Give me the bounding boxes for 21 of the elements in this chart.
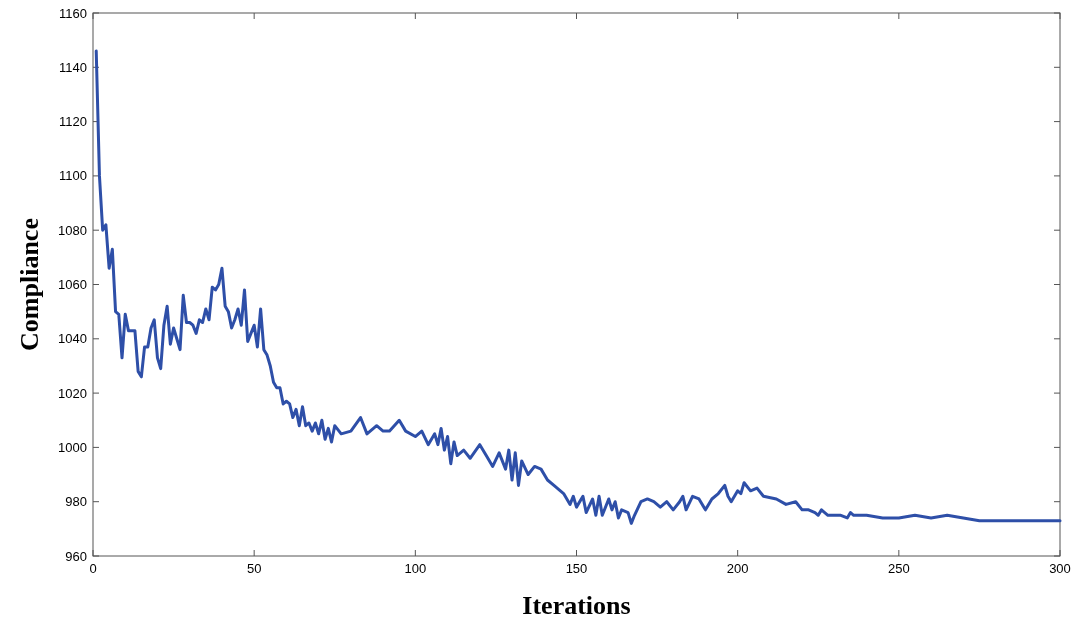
x-axis-title: Iterations	[522, 591, 631, 620]
line-series	[94, 49, 1062, 525]
y-tick-label: 1020	[58, 385, 87, 401]
y-tick-label: 1040	[58, 331, 87, 347]
x-tick-label: 100	[404, 561, 427, 576]
y-tick-label: 1060	[58, 277, 87, 292]
y-tick-label: 1160	[59, 5, 87, 21]
x-tick-label: 150	[565, 561, 588, 576]
y-tick-label: 1120	[59, 114, 87, 130]
x-tick-label: 250	[887, 561, 910, 576]
x-tick-label: 50	[246, 561, 262, 576]
x-tick-label: 200	[726, 561, 749, 576]
y-tick-label: 960	[65, 548, 87, 564]
y-tick-label: 1000	[58, 439, 87, 455]
y-tick-label: 1100	[59, 168, 87, 184]
x-tick-label: 300	[1049, 561, 1071, 576]
y-tick-label: 1140	[59, 59, 87, 75]
x-tick-label: 0	[89, 561, 97, 576]
y-tick-label: 980	[65, 494, 87, 510]
y-axis-title: Compliance	[15, 218, 44, 351]
y-tick-label: 1080	[58, 222, 87, 238]
